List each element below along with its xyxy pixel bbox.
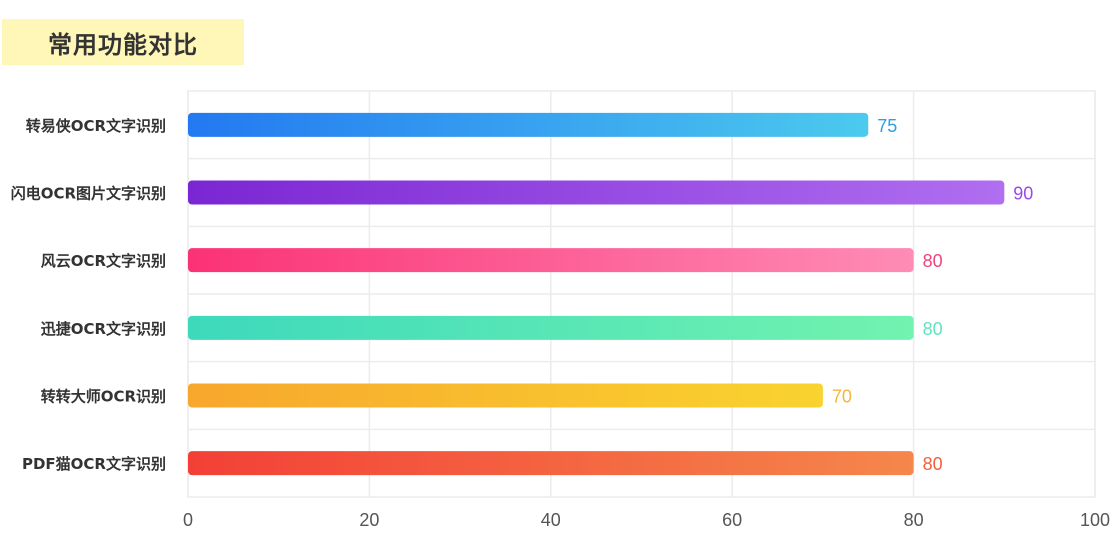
value-label: 80 [923,454,943,474]
value-label: 80 [923,319,943,339]
x-axis-ticks: 0 20 40 60 80 100 [183,510,1110,530]
value-label: 75 [877,116,897,136]
bars [188,112,1005,476]
x-tick-label: 60 [722,510,742,530]
x-tick-label: 80 [904,510,924,530]
chart-title: 常用功能对比 [48,30,198,59]
category-label: 迅捷OCR文字识别 [41,320,166,338]
value-labels: 75 90 80 80 70 80 [832,116,1033,474]
bar [188,248,914,273]
category-label: 闪电OCR图片文字识别 [11,185,166,203]
category-label: 转转大师OCR识别 [41,388,166,406]
bar [188,383,823,408]
category-label: 风云OCR文字识别 [41,252,166,270]
x-tick-label: 40 [541,510,561,530]
x-tick-label: 0 [183,510,193,530]
value-label: 70 [832,387,852,407]
category-label: PDF猫OCR文字识别 [22,455,166,473]
value-label: 90 [1013,184,1033,204]
bar [188,315,914,340]
bar [188,451,914,476]
category-labels: 转易侠OCR文字识别闪电OCR图片文字识别风云OCR文字识别迅捷OCR文字识别转… [11,117,166,473]
x-tick-label: 100 [1080,510,1110,530]
bar [188,112,869,137]
chart-title-box: 常用功能对比 [2,19,244,65]
value-label: 80 [923,251,943,271]
category-label: 转易侠OCR文字识别 [26,117,166,135]
x-tick-label: 20 [359,510,379,530]
grid-lines [187,90,1096,498]
bar [188,180,1005,205]
